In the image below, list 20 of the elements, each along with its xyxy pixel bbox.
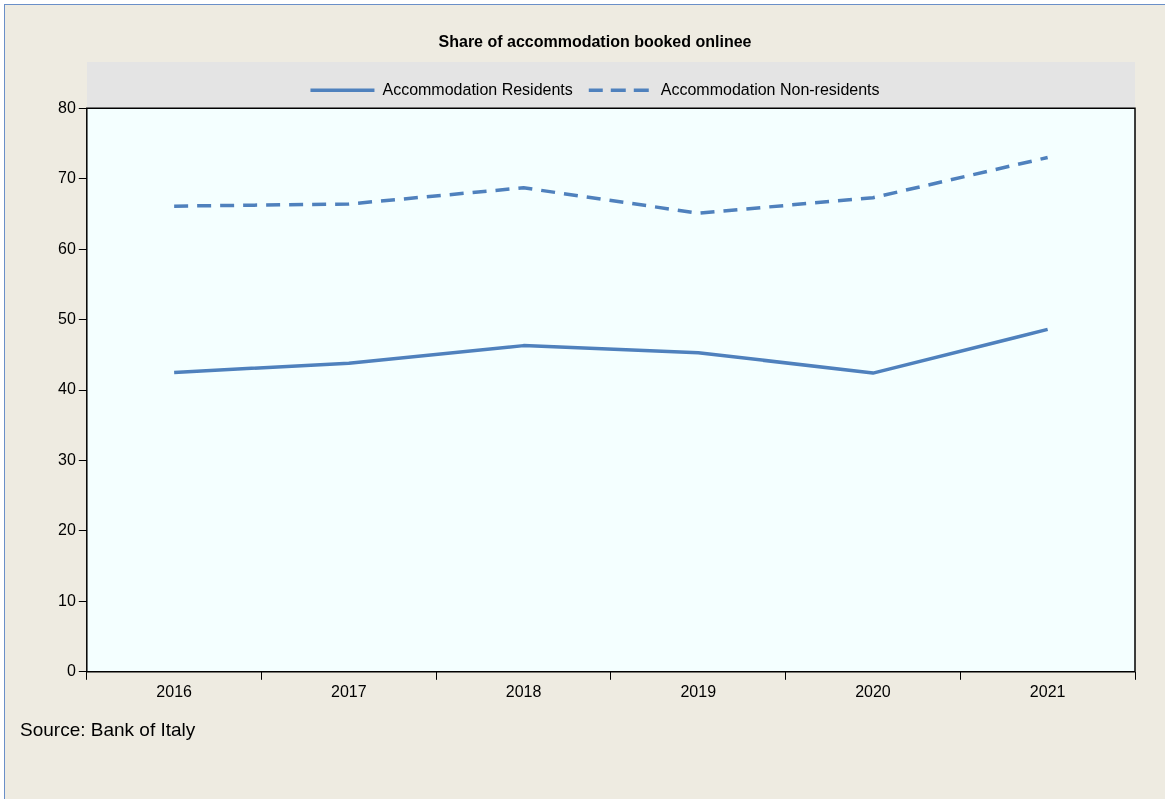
y-tick-label: 10 <box>58 591 76 609</box>
legend-label: Accommodation Non-residents <box>660 80 880 98</box>
y-tick-label: 40 <box>58 380 76 398</box>
y-tick-label: 60 <box>58 239 76 257</box>
y-tick-label: 70 <box>58 169 76 187</box>
x-tick-label: 2021 <box>1029 682 1066 700</box>
legend-label: Accommodation Residents <box>382 80 573 98</box>
x-tick-label: 2018 <box>505 682 542 700</box>
y-tick-label: 20 <box>58 521 76 539</box>
x-tick-label: 2017 <box>331 682 367 700</box>
x-tick-label: 2019 <box>680 682 717 700</box>
source-note: Source: Bank of Italy <box>20 719 196 741</box>
y-tick-label: 80 <box>58 98 76 116</box>
y-tick-label: 0 <box>66 662 76 680</box>
y-tick-label: 50 <box>58 309 76 327</box>
chart-title: Share of accommodation booked onlinee <box>438 33 752 51</box>
x-tick-label: 2016 <box>156 682 193 700</box>
y-tick-label: 30 <box>58 450 76 468</box>
line-series <box>172 155 1050 215</box>
x-tick-label: 2020 <box>855 682 891 700</box>
